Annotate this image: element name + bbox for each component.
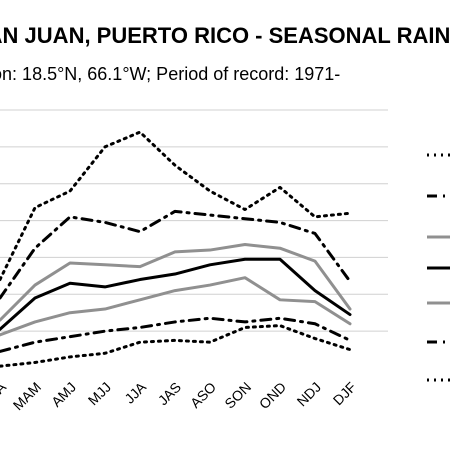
legend <box>427 153 450 382</box>
series-4-line <box>0 257 352 331</box>
series-lines <box>0 130 352 368</box>
chart-subtitle: Location: 18.5°N, 66.1°W; Period of reco… <box>0 64 340 84</box>
series-7-line <box>0 324 352 368</box>
series-1-line <box>0 130 352 282</box>
series-6-line <box>0 316 352 353</box>
series-2-line <box>0 209 352 300</box>
chart-title: SAN JUAN, PUERTO RICO - SEASONAL RAINFAL… <box>0 23 450 48</box>
series-5-line <box>0 276 352 337</box>
series-3-line <box>0 243 352 322</box>
